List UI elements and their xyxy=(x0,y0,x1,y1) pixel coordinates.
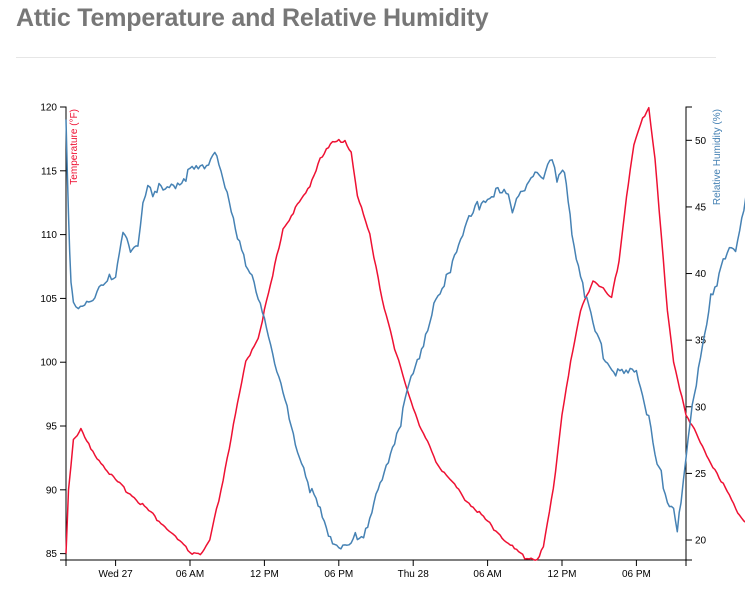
humidity-line xyxy=(65,119,745,550)
y-right-axis-title: Relative Humidity (%) xyxy=(712,109,723,205)
x-tick-label: 06 PM xyxy=(324,569,353,580)
series-layer xyxy=(65,106,745,561)
temperature-line xyxy=(65,106,745,561)
y-right-tick-label: 20 xyxy=(695,536,707,547)
y-right-tick-label: 25 xyxy=(695,469,707,480)
x-tick-label: 06 AM xyxy=(473,569,501,580)
y-left-tick-label: 120 xyxy=(40,103,57,114)
y-left-axis-line xyxy=(60,106,67,561)
y-right-tick-label: 50 xyxy=(695,136,707,147)
x-tick-label: 06 AM xyxy=(176,569,204,580)
axes: 85 90 95 100 105 110 115 120 20 25 30 35 40 45 50 Wed 2… xyxy=(40,103,723,581)
y-right-tick-label: 40 xyxy=(695,269,707,280)
y-left-tick-label: 110 xyxy=(41,230,57,241)
x-axis-line xyxy=(65,559,687,566)
y-right-tick-label: 35 xyxy=(695,336,707,347)
y-left-tick-label: 85 xyxy=(46,549,58,560)
y-right-tick-label: 45 xyxy=(695,202,707,213)
y-right-tick-label: 30 xyxy=(695,402,707,413)
x-tick-label: Thu 28 xyxy=(398,569,430,580)
y-left-tick-label: 105 xyxy=(40,294,57,305)
y-left-tick-label: 115 xyxy=(41,166,57,177)
x-tick-label: Wed 27 xyxy=(98,569,133,580)
y-left-tick-label: 100 xyxy=(40,358,57,369)
x-tick-label: 06 PM xyxy=(622,569,651,580)
x-tick-label: 12 PM xyxy=(548,569,577,580)
chart-title: Attic Temperature and Relative Humidity xyxy=(16,4,489,32)
x-tick-label: 12 PM xyxy=(250,569,279,580)
title-divider xyxy=(16,57,716,58)
y-right-axis-line xyxy=(685,106,692,561)
y-left-tick-label: 95 xyxy=(46,422,58,433)
y-left-axis-title: Temperature (°F) xyxy=(69,109,80,185)
y-left-tick-label: 90 xyxy=(46,485,58,496)
